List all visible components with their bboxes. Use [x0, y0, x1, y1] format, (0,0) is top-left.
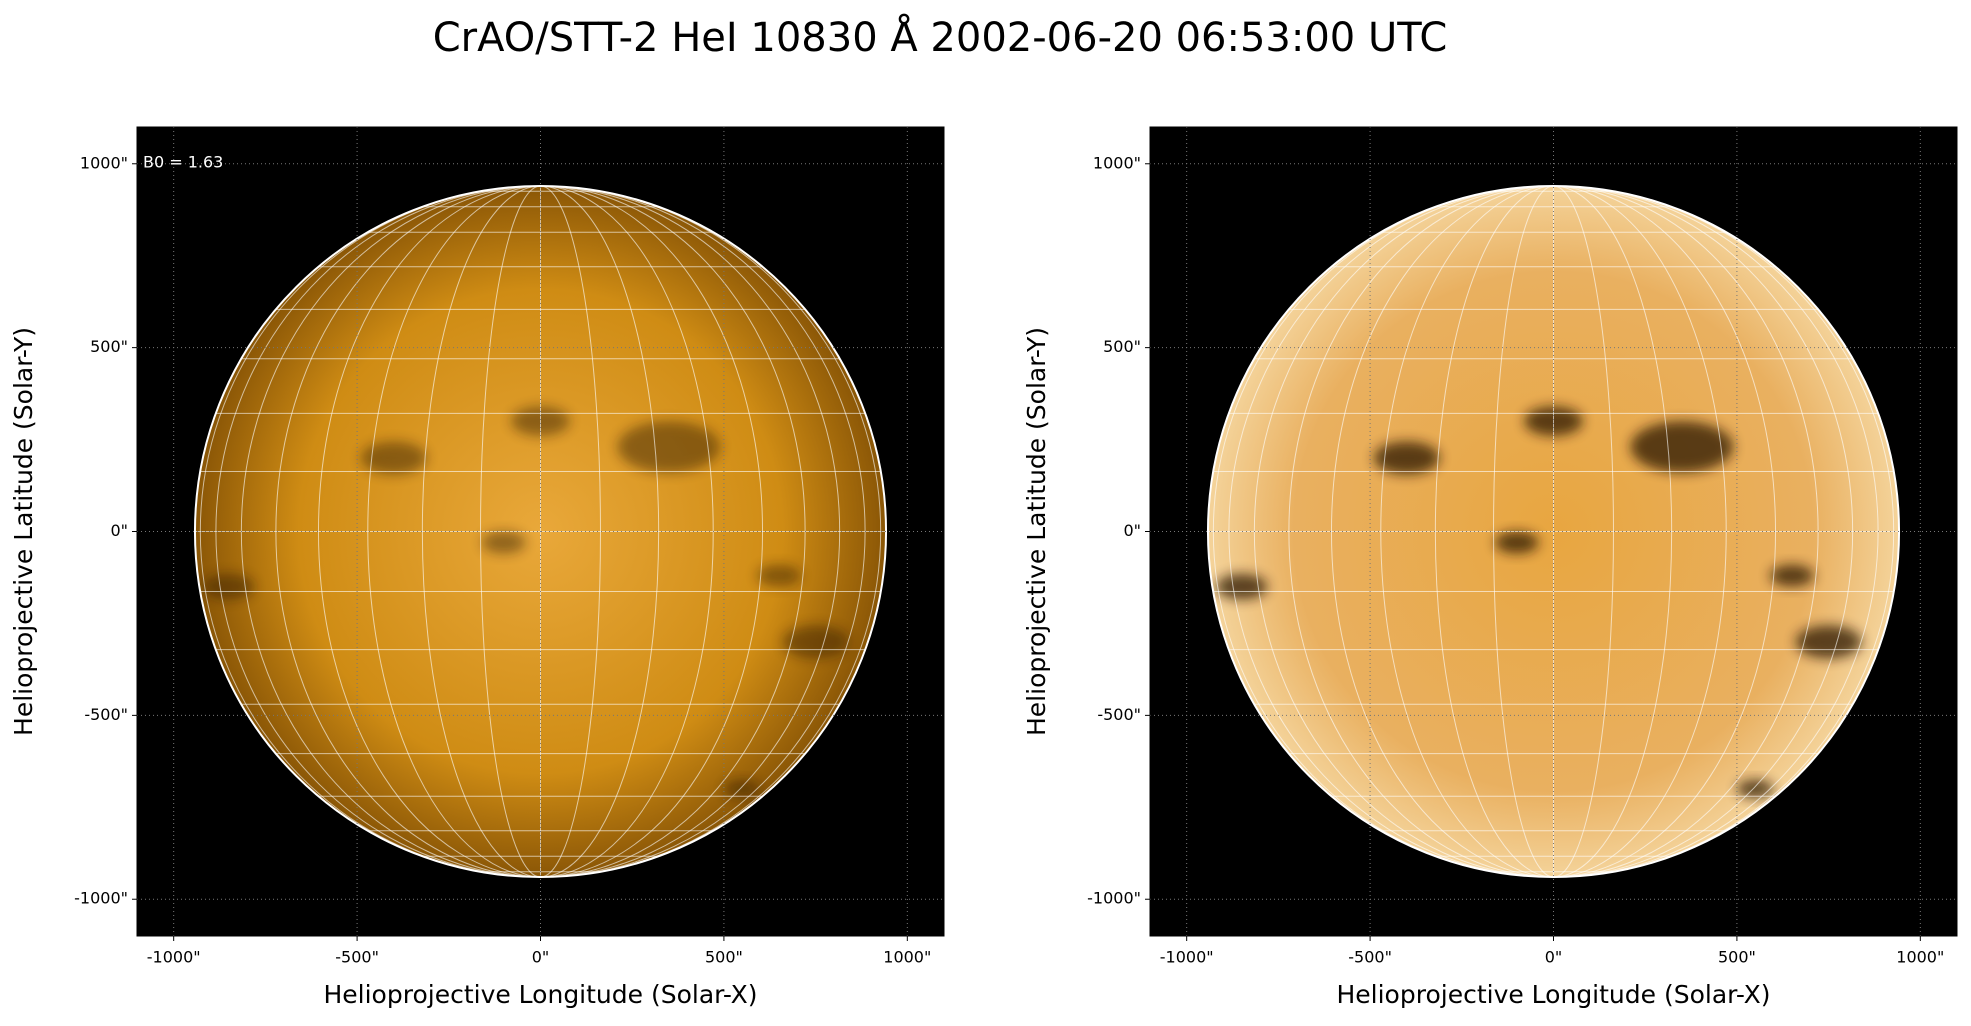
y-tick-label: -1000": [1087, 889, 1141, 908]
meridian-line: [1434, 185, 1554, 878]
meridian-line: [317, 185, 541, 878]
y-axis-label: Helioprojective Latitude (Solar-Y): [9, 327, 38, 736]
meridian-line: [1553, 185, 1854, 878]
meridian-line: [540, 185, 764, 878]
x-tick-label: -500": [1348, 948, 1392, 967]
y-tick-label: -500": [84, 705, 128, 724]
meridian-line: [1212, 185, 1554, 878]
dark-feature: [1630, 421, 1734, 473]
limb: [1206, 184, 1901, 879]
disk-features: [1207, 185, 1900, 878]
meridian-line: [215, 185, 541, 878]
x-tick-label: -1000": [1160, 948, 1214, 967]
dark-feature: [617, 421, 721, 473]
x-tick-label: 500": [1718, 948, 1756, 967]
figure-title: CrAO/STT-2 HeI 10830 Å 2002-06-20 06:53:…: [433, 13, 1448, 61]
meridian-line: [1330, 185, 1554, 878]
y-tick-label: 500": [90, 337, 128, 356]
disk-features: [194, 185, 887, 878]
panel: -1000" -500" 0" 500" 1000" -1000" -500" 0" 500" 1…: [1022, 126, 1958, 1009]
y-tick-label: 1000": [80, 153, 128, 172]
y-tick-label: 0": [1123, 521, 1141, 540]
y-tick-label: -1000": [74, 889, 128, 908]
dark-feature: [1494, 531, 1539, 554]
x-tick-label: 0": [532, 948, 550, 967]
dark-feature: [782, 625, 849, 659]
meridian-line: [1380, 185, 1554, 878]
meridian-line: [1553, 185, 1614, 878]
annotation: B0 = 1.63: [143, 153, 223, 172]
meridian-line: [1493, 185, 1554, 878]
dark-feature: [756, 564, 801, 587]
plot-frame: [1149, 126, 1958, 937]
dark-feature: [481, 531, 526, 554]
meridian-line: [1553, 185, 1673, 878]
x-tick-label: 1000": [883, 948, 931, 967]
dark-feature: [203, 573, 255, 600]
dark-feature: [1769, 564, 1814, 587]
dark-feature: [1373, 441, 1440, 475]
x-tick-label: -500": [335, 948, 379, 967]
x-axis-label: Helioprojective Longitude (Solar-X): [323, 980, 757, 1009]
meridian-line: [421, 185, 541, 878]
dark-feature: [1736, 779, 1774, 799]
x-tick-label: 500": [705, 948, 743, 967]
dark-feature: [723, 779, 761, 799]
plot-frame: [136, 126, 945, 937]
dark-feature: [360, 441, 427, 475]
meridian-line: [1553, 185, 1777, 878]
meridian-line: [1553, 185, 1895, 878]
meridian-line: [1228, 185, 1554, 878]
y-tick-label: 1000": [1093, 153, 1141, 172]
y-tick-label: 0": [110, 521, 128, 540]
dark-feature: [1216, 573, 1268, 600]
dark-feature: [1795, 625, 1862, 659]
panel: -1000" -500" 0" 500" 1000" -1000" -500" 0" 500" 1…: [9, 126, 945, 1009]
meridian-line: [199, 185, 541, 878]
meridian-line: [367, 185, 541, 878]
limb: [193, 184, 888, 879]
meridian-line: [480, 185, 541, 878]
meridian-line: [1288, 185, 1554, 878]
x-tick-label: 0": [1545, 948, 1563, 967]
meridian-line: [275, 185, 541, 878]
meridian-line: [540, 185, 841, 878]
y-axis-label: Helioprojective Latitude (Solar-Y): [1022, 327, 1051, 736]
y-tick-label: 500": [1103, 337, 1141, 356]
meridian-line: [540, 185, 601, 878]
x-tick-label: 1000": [1896, 948, 1944, 967]
x-axis-label: Helioprojective Longitude (Solar-X): [1336, 980, 1770, 1009]
x-tick-label: -1000": [147, 948, 201, 967]
y-tick-label: -500": [1097, 705, 1141, 724]
meridian-line: [540, 185, 660, 878]
meridian-line: [540, 185, 882, 878]
